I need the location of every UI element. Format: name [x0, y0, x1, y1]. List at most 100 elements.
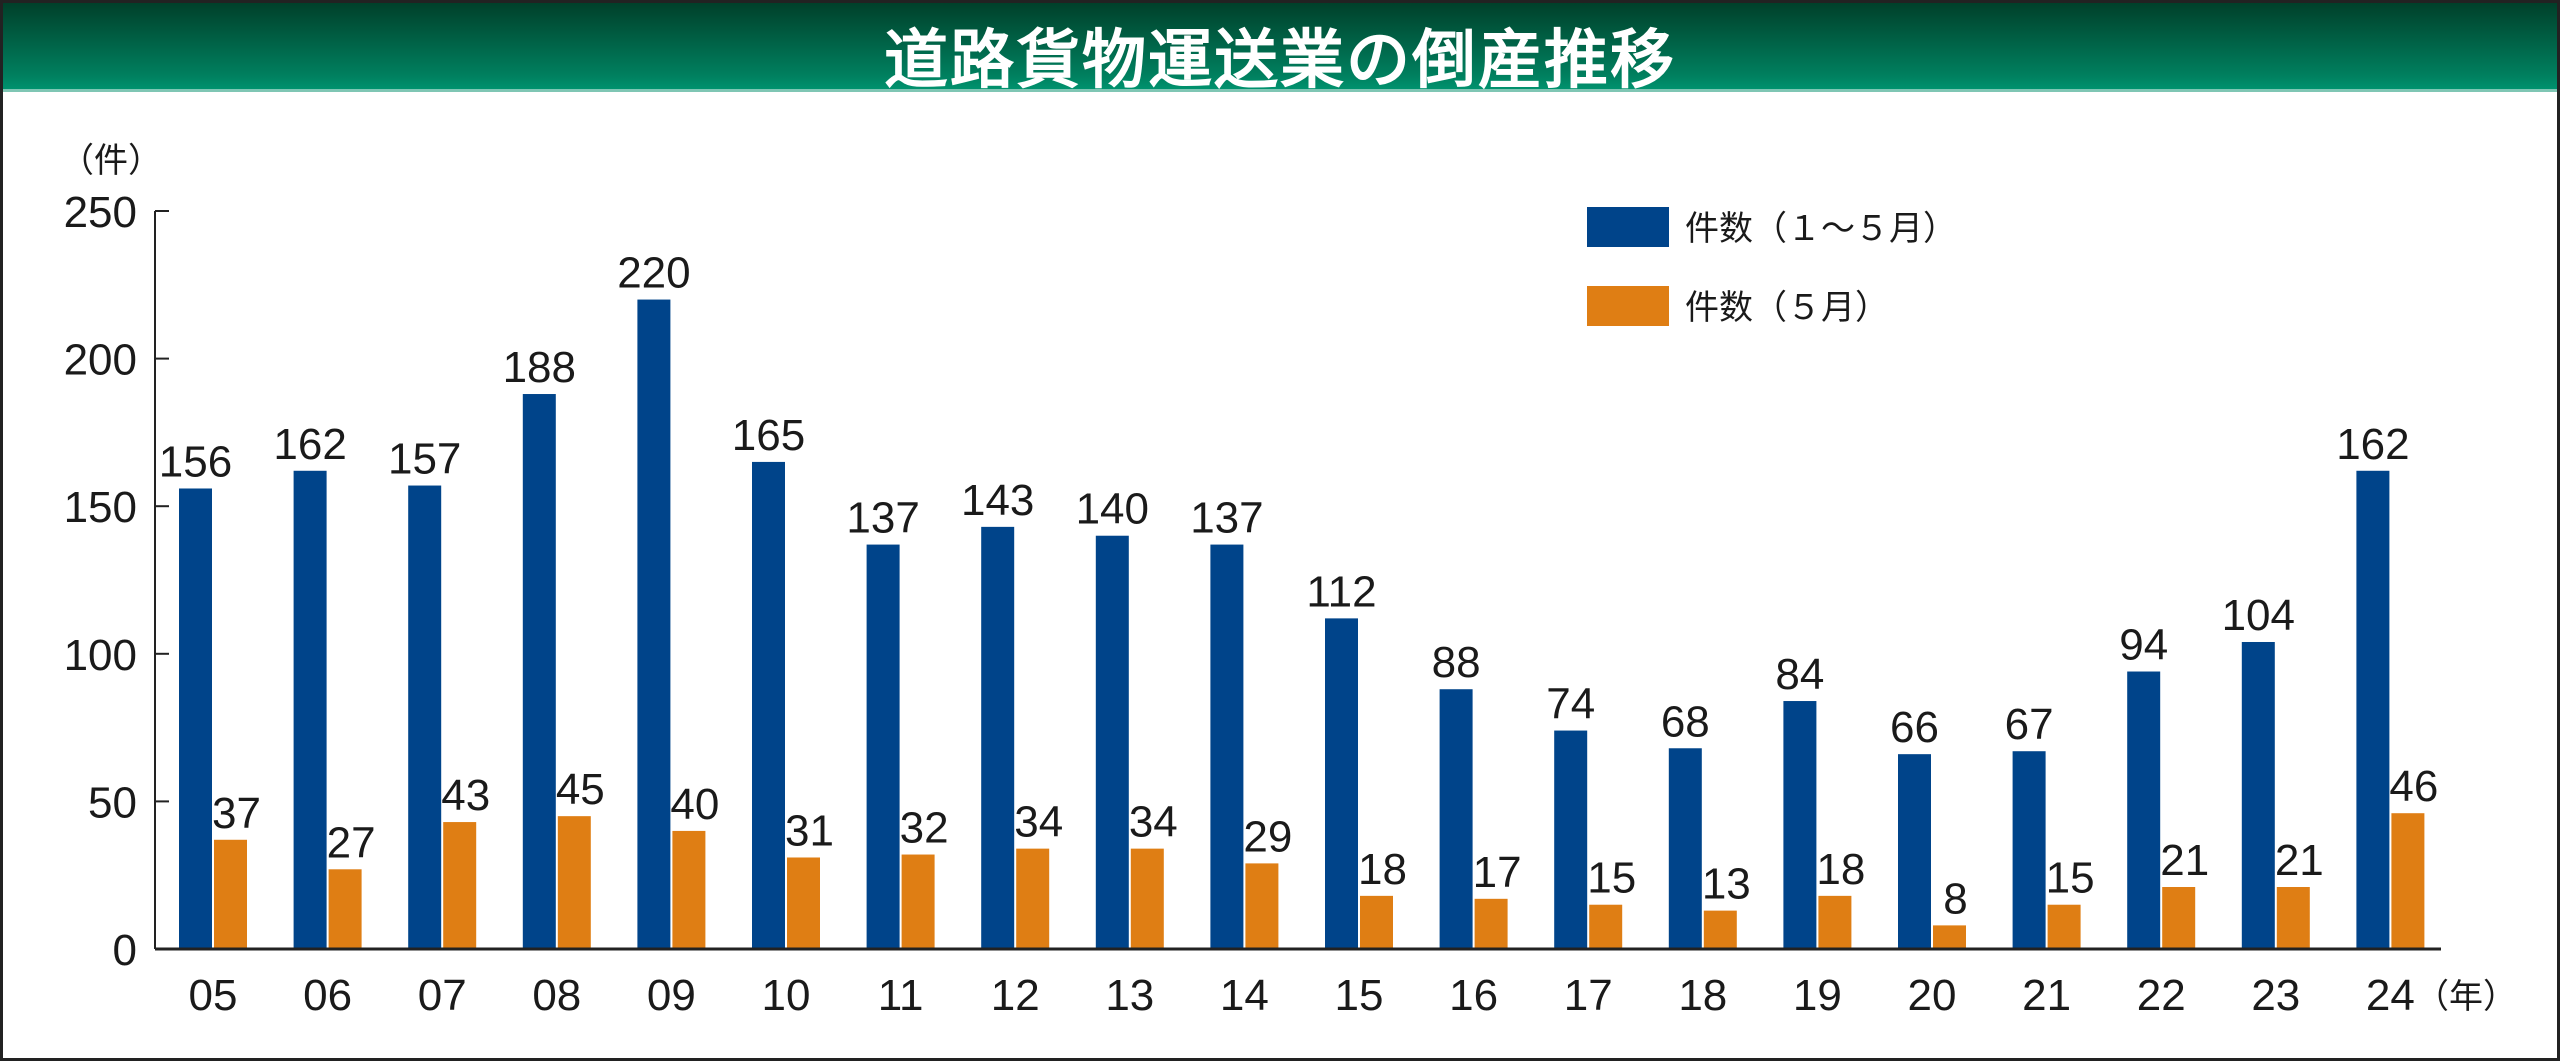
bar-may-10 — [787, 857, 820, 949]
x-tick-label: 17 — [1564, 971, 1613, 1020]
data-label: 21 — [2160, 836, 2209, 885]
y-axis-unit-label: （件） — [60, 141, 162, 181]
data-label: 84 — [1775, 650, 1824, 699]
bar-jan-may-09 — [637, 299, 671, 949]
bar-jan-may-06 — [293, 470, 327, 949]
bar-jan-may-11 — [866, 544, 900, 949]
data-label: 220 — [617, 249, 690, 298]
x-tick-label: 07 — [418, 971, 467, 1020]
bar-may-24 — [2391, 813, 2425, 949]
bar-may-11 — [901, 854, 935, 949]
x-tick-label: 13 — [1105, 971, 1154, 1020]
bar-may-14 — [1245, 863, 1279, 949]
x-tick-label: 21 — [2022, 971, 2071, 1020]
title-band: 道路貨物運送業の倒産推移 — [3, 3, 2557, 98]
bar-may-05 — [214, 839, 247, 949]
data-label: 40 — [670, 780, 719, 829]
data-label: 74 — [1546, 680, 1595, 729]
bar-may-21 — [2047, 904, 2081, 949]
bar-jan-may-17 — [1554, 730, 1588, 949]
data-label: 137 — [1190, 494, 1263, 543]
data-label: 104 — [2222, 591, 2295, 640]
bar-jan-may-15 — [1325, 618, 1358, 949]
x-tick-label: 19 — [1793, 971, 1842, 1020]
bar-jan-may-10 — [752, 461, 785, 949]
y-tick-label: 50 — [88, 778, 137, 827]
y-tick-label: 0 — [113, 926, 137, 975]
x-tick-label: 08 — [532, 971, 581, 1020]
data-label: 45 — [556, 765, 605, 814]
bar-jan-may-23 — [2241, 641, 2275, 949]
y-tick-label: 150 — [64, 483, 137, 532]
data-label: 165 — [732, 411, 805, 460]
legend-label: 件数（５月） — [1685, 288, 1889, 328]
data-label: 46 — [2389, 762, 2438, 811]
x-tick-label: 06 — [303, 971, 352, 1020]
bars: 156 37 162 27 157 43 188 45 220 40 165 31 137 32 143 34… — [159, 249, 2438, 949]
data-label: 31 — [785, 806, 834, 855]
legend-label: 件数（１～５月） — [1685, 209, 1957, 249]
data-label: 15 — [2046, 854, 2095, 903]
x-tick-label: 16 — [1449, 971, 1498, 1020]
bar-may-13 — [1130, 848, 1164, 949]
bar-may-20 — [1933, 925, 1966, 949]
x-tick-label: 18 — [1678, 971, 1727, 1020]
bar-may-08 — [557, 816, 591, 949]
bar-may-23 — [2276, 887, 2310, 949]
data-label: 68 — [1661, 697, 1710, 746]
data-label: 88 — [1432, 638, 1481, 687]
data-label: 140 — [1076, 485, 1149, 534]
bar-may-16 — [1474, 898, 1508, 949]
data-label: 143 — [961, 476, 1034, 525]
y-tick-label: 250 — [64, 188, 137, 237]
bar-jan-may-19 — [1783, 701, 1817, 949]
data-label: 15 — [1587, 854, 1636, 903]
data-label: 94 — [2119, 621, 2168, 670]
bar-jan-may-08 — [522, 394, 556, 949]
bar-may-19 — [1818, 895, 1852, 949]
bar-jan-may-16 — [1439, 689, 1473, 949]
data-label: 188 — [503, 343, 576, 392]
bar-jan-may-05 — [179, 488, 212, 949]
data-label: 18 — [1358, 845, 1407, 894]
y-tick-label: 200 — [64, 336, 137, 385]
data-label: 34 — [1129, 798, 1178, 847]
bar-may-07 — [443, 822, 477, 949]
x-tick-label: 22 — [2137, 971, 2186, 1020]
bar-jan-may-18 — [1668, 748, 1702, 949]
bar-may-06 — [328, 869, 362, 949]
bar-jan-may-14 — [1210, 544, 1244, 949]
x-tick-label: 05 — [189, 971, 238, 1020]
data-label: 162 — [273, 420, 346, 469]
x-tick-label: 14 — [1220, 971, 1269, 1020]
bar-jan-may-07 — [408, 485, 442, 949]
data-label: 34 — [1014, 798, 1063, 847]
bar-jan-may-22 — [2127, 671, 2161, 949]
x-tick-label: 24 — [2366, 971, 2415, 1020]
bar-may-15 — [1360, 895, 1393, 949]
data-label: 27 — [327, 818, 376, 867]
data-label: 43 — [441, 771, 490, 820]
x-tick-label: 10 — [762, 971, 811, 1020]
x-axis: 05 06 07 08 09 10 11 12 13 14 15 16 17 18 19 20 21 22 23 24… — [155, 947, 2517, 1020]
bar-may-09 — [672, 830, 706, 949]
bar-jan-may-21 — [2012, 751, 2046, 949]
data-label: 37 — [212, 789, 261, 838]
x-axis-unit-label: （年） — [2415, 977, 2517, 1017]
bar-may-12 — [1016, 848, 1050, 949]
y-axis: 0 50 100 150 200 250 — [64, 188, 169, 975]
legend: 件数（１～５月） 件数（５月） — [1587, 207, 1957, 328]
data-label: 156 — [159, 437, 232, 486]
data-label: 67 — [2005, 700, 2054, 749]
data-label: 157 — [388, 435, 461, 484]
data-label: 137 — [846, 494, 919, 543]
x-tick-label: 12 — [991, 971, 1040, 1020]
data-label: 112 — [1306, 567, 1376, 616]
data-label: 66 — [1890, 703, 1939, 752]
bar-jan-may-20 — [1898, 754, 1931, 949]
data-label: 32 — [900, 804, 949, 853]
legend-swatch — [1587, 286, 1669, 326]
x-tick-label: 23 — [2251, 971, 2300, 1020]
x-tick-label: 20 — [1908, 971, 1957, 1020]
